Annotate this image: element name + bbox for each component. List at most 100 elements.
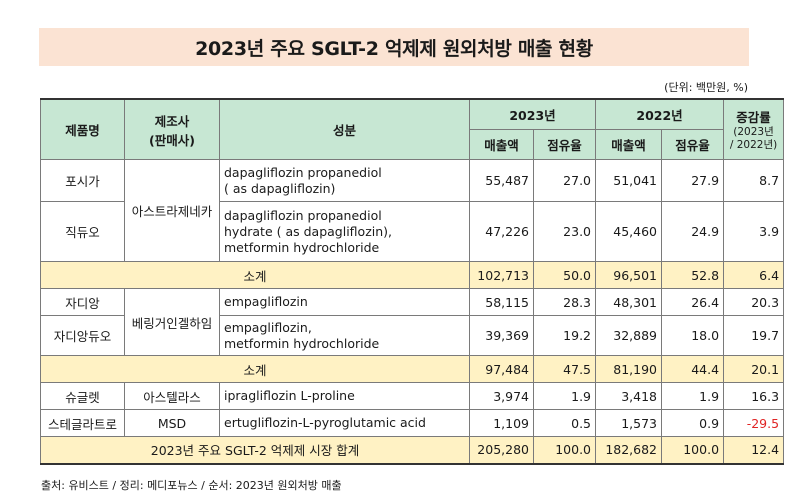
sales-2023: 39,369 xyxy=(469,315,534,356)
table-row: 슈글렛 아스텔라스 ipragliflozin L-proline 3,974 … xyxy=(40,382,785,410)
product-name: 포시가 xyxy=(40,159,125,202)
growth-rate: 19.7 xyxy=(723,315,785,356)
ingredient-line: metformin hydrochloride xyxy=(224,239,380,255)
sales-2023: 58,115 xyxy=(469,288,534,316)
subtotal-label: 소계 xyxy=(40,355,470,383)
share-2023: 27.0 xyxy=(532,159,597,202)
sales-2022: 96,501 xyxy=(595,261,663,289)
title-banner: 2023년 주요 SGLT-2 억제제 원외처방 매출 현황 xyxy=(39,28,749,66)
header-growth: 증감률 (2023년 / 2022년) xyxy=(723,98,785,160)
share-2023: 0.5 xyxy=(532,409,597,437)
header-row-bottom: 매출액 점유율 매출액 점유율 xyxy=(41,129,784,160)
ingredient: ertugliflozin-L-pyroglutamic acid xyxy=(219,409,470,437)
header-sales-2023: 매출액 xyxy=(469,129,534,160)
growth-rate: 20.3 xyxy=(723,288,785,316)
ingredient: empagliflozin xyxy=(219,288,470,316)
ingredient: dapagliflozin propanediol ( as dapaglifl… xyxy=(219,159,470,202)
total-row: 2023년 주요 SGLT-2 억제제 시장 합계 205,280 100.0 … xyxy=(40,436,785,465)
share-2022: 52.8 xyxy=(661,261,725,289)
share-2022: 18.0 xyxy=(661,315,725,356)
table-row: 자디앙듀오 empagliflozin, metformin hydrochlo… xyxy=(40,315,785,356)
share-2022: 24.9 xyxy=(661,201,725,262)
maker-name: 베링거인겔하임 xyxy=(124,288,220,356)
share-2022: 26.4 xyxy=(661,288,725,316)
table-row: 스테글라트로 MSD ertugliflozin-L-pyroglutamic … xyxy=(40,409,785,437)
sales-2022: 32,889 xyxy=(595,315,663,356)
share-2022: 100.0 xyxy=(661,436,725,465)
unit-note: (단위: 백만원, %) xyxy=(664,81,748,94)
sales-2022: 81,190 xyxy=(595,355,663,383)
header-year-2022: 2022년 xyxy=(595,98,725,130)
header-maker-line1: 제조사 xyxy=(154,113,190,129)
table-row: 포시가 아스트라제네카 dapagliflozin propanediol ( … xyxy=(40,159,785,262)
page-title: 2023년 주요 SGLT-2 억제제 원외처방 매출 현황 xyxy=(195,37,593,60)
header-year-2023: 2023년 xyxy=(468,98,597,130)
sales-2022: 48,301 xyxy=(595,288,663,316)
share-2022: 0.9 xyxy=(661,409,725,437)
growth-rate: 8.7 xyxy=(723,159,785,202)
subtotal-row: 소계 97,484 47.5 81,190 44.4 20.1 xyxy=(40,355,785,383)
header-share-2022: 점유율 xyxy=(661,129,725,160)
growth-rate: 3.9 xyxy=(723,201,785,262)
ingredient: ipragliflozin L-proline xyxy=(219,382,470,410)
ingredient: empagliflozin, metformin hydrochloride xyxy=(219,315,470,356)
header-growth-label: 증감률 xyxy=(736,110,771,125)
sales-table: 제품명 제조사 (판매사) 성분 2023년 2022년 증감률 (2023년 … xyxy=(40,98,785,465)
sales-2023: 1,109 xyxy=(469,409,534,437)
product-name: 스테글라트로 xyxy=(40,409,125,437)
header-sales-2022: 매출액 xyxy=(595,129,663,160)
table-row: 자디앙 베링거인겔하임 empagliflozin 58,115 28.3 48… xyxy=(40,288,785,356)
total-label: 2023년 주요 SGLT-2 억제제 시장 합계 xyxy=(40,436,470,465)
ingredient: dapagliflozin propanediol hydrate ( as d… xyxy=(219,201,470,262)
sales-2022: 182,682 xyxy=(595,436,663,465)
growth-rate: 20.1 xyxy=(723,355,785,383)
table-row: 직듀오 dapagliflozin propanediol hydrate ( … xyxy=(40,201,785,262)
share-2023: 1.9 xyxy=(532,382,597,410)
ingredient-line: hydrate ( as dapagliflozin), xyxy=(224,223,393,239)
growth-rate-negative: -29.5 xyxy=(723,409,785,437)
share-2022: 27.9 xyxy=(661,159,725,202)
header-maker-line2: (판매사) xyxy=(149,132,195,148)
subtotal-row: 소계 102,713 50.0 96,501 52.8 6.4 xyxy=(40,261,785,289)
header-growth-sub2: / 2022년) xyxy=(729,139,778,151)
header-growth-sub1: (2023년 xyxy=(733,126,774,138)
sales-2023: 205,280 xyxy=(469,436,534,465)
subtotal-label: 소계 xyxy=(40,261,470,289)
share-2023: 47.5 xyxy=(532,355,597,383)
ingredient-line: dapagliflozin propanediol xyxy=(224,207,382,223)
share-2022: 44.4 xyxy=(661,355,725,383)
ingredient-line: dapagliflozin propanediol xyxy=(224,164,382,180)
sales-2023: 55,487 xyxy=(469,159,534,202)
header-product: 제품명 xyxy=(40,98,125,160)
sales-2023: 97,484 xyxy=(469,355,534,383)
growth-rate: 16.3 xyxy=(723,382,785,410)
maker-name: 아스트라제네카 xyxy=(124,159,220,262)
share-2023: 19.2 xyxy=(532,315,597,356)
product-name: 자디앙듀오 xyxy=(40,315,125,356)
product-name: 자디앙 xyxy=(40,288,125,316)
sales-2023: 47,226 xyxy=(469,201,534,262)
ingredient-line: metformin hydrochloride xyxy=(224,335,380,351)
maker-name: 아스텔라스 xyxy=(124,382,220,410)
sales-2022: 45,460 xyxy=(595,201,663,262)
source-note: 출처: 유비스트 / 정리: 메디포뉴스 / 순서: 2023년 원외처방 매출 xyxy=(41,479,342,492)
growth-rate: 6.4 xyxy=(723,261,785,289)
sales-2022: 51,041 xyxy=(595,159,663,202)
sales-2022: 1,573 xyxy=(595,409,663,437)
header-row-top: 제품명 제조사 (판매사) 성분 2023년 2022년 증감률 (2023년 … xyxy=(40,98,785,160)
product-name: 슈글렛 xyxy=(40,382,125,410)
share-2023: 50.0 xyxy=(532,261,597,289)
share-2022: 1.9 xyxy=(661,382,725,410)
maker-name: MSD xyxy=(124,409,220,437)
sales-2022: 3,418 xyxy=(595,382,663,410)
header-maker: 제조사 (판매사) xyxy=(124,98,220,160)
share-2023: 23.0 xyxy=(532,201,597,262)
header-share-2023: 점유율 xyxy=(532,129,597,160)
sales-2023: 3,974 xyxy=(469,382,534,410)
ingredient-line: ( as dapagliflozin) xyxy=(224,180,336,196)
growth-rate: 12.4 xyxy=(723,436,785,465)
ingredient-line: empagliflozin, xyxy=(224,319,312,335)
header-ingredient: 성분 xyxy=(219,98,470,160)
sales-2023: 102,713 xyxy=(469,261,534,289)
product-name: 직듀오 xyxy=(40,201,125,262)
